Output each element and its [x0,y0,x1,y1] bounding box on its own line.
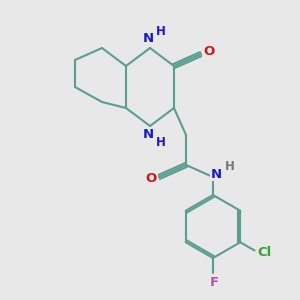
Text: Cl: Cl [257,245,271,259]
Text: O: O [203,44,214,58]
Text: F: F [210,275,219,289]
Text: N: N [143,32,154,46]
Text: N: N [211,167,222,181]
Text: O: O [146,172,157,185]
Text: H: H [225,160,234,173]
Text: H: H [156,25,165,38]
Text: H: H [156,136,165,149]
Text: N: N [143,128,154,142]
